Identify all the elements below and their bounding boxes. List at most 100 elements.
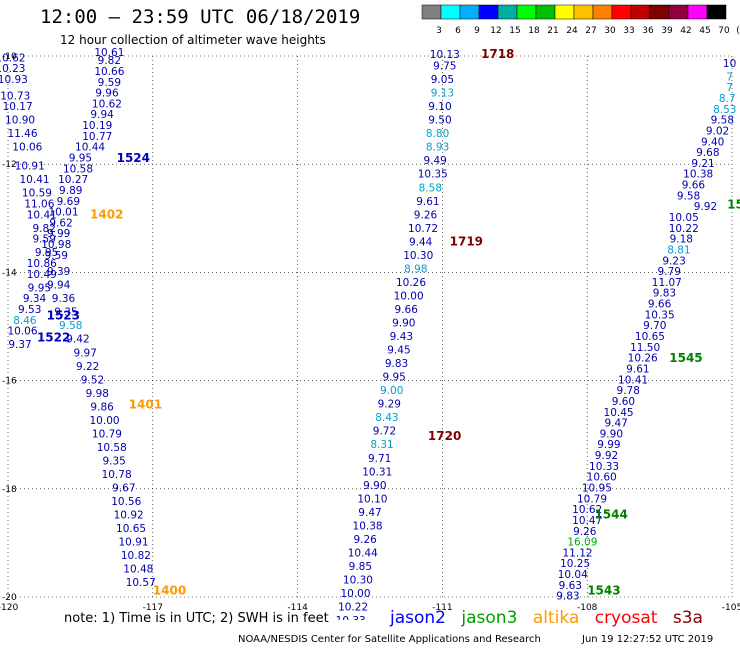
colorbar-label: 21 <box>547 26 558 36</box>
wave-height-value: 9.83 <box>653 288 676 300</box>
y-tick-label: -20 <box>2 593 17 603</box>
pass-time-label: 1544 <box>594 508 627 522</box>
wave-height-value: 10.78 <box>102 469 132 481</box>
wave-height-value: 10.72 <box>408 223 438 235</box>
wave-height-value: 9.23 <box>662 255 685 267</box>
colorbar-label: 3 <box>436 26 442 36</box>
wave-height-value: 9.43 <box>390 331 413 343</box>
x-tick-label: -108 <box>577 603 598 613</box>
pass-time-label: 1524 <box>117 151 150 165</box>
wave-height-value: 10.49 <box>27 269 57 281</box>
legend-jason2: jason2 <box>390 608 446 628</box>
wave-height-value: 10.25 <box>560 558 590 570</box>
wave-height-value: 10.98 <box>41 239 71 251</box>
colorbar-swatch <box>706 4 727 20</box>
wave-height-value: 9.44 <box>409 236 433 248</box>
y-tick-label: -18 <box>2 485 17 495</box>
wave-height-value: 9.94 <box>90 109 114 121</box>
wave-height-value: 9.95 <box>382 372 405 384</box>
page-subtitle: 12 hour collection of altimeter wave hei… <box>60 33 326 47</box>
x-tick-label: -111 <box>432 603 452 613</box>
wave-height-value: 10 <box>723 58 736 70</box>
wave-height-value: 10.58 <box>63 163 93 175</box>
wave-height-value: 10.19 <box>82 120 112 132</box>
wave-height-value: 16.09 <box>567 537 597 549</box>
wave-height-value: 9.70 <box>643 320 666 332</box>
wave-height-value: 9.90 <box>600 428 623 440</box>
wave-height-value: 9.50 <box>428 115 451 127</box>
wave-height-value: 9.18 <box>670 234 693 246</box>
wave-height-value: 10.56 <box>111 496 141 508</box>
pass-time-label: 15 <box>727 198 740 212</box>
wave-height-value: 10.90 <box>5 115 35 127</box>
wave-height-value: 10.23 <box>0 63 25 75</box>
colorbar-label: 39 <box>661 26 673 36</box>
wave-height-value: 10.01 <box>48 207 78 219</box>
wave-height-value: 10.41 <box>27 209 57 221</box>
x-tick-label: -105 <box>722 603 740 613</box>
units-note: note: 1) Time is in UTC; 2) SWH is in fe… <box>64 611 329 626</box>
wave-height-value: 9.72 <box>373 426 396 438</box>
wave-height-value: 9.60 <box>612 396 635 408</box>
wave-height-value: 8.43 <box>375 412 398 424</box>
wave-height-value: 9.22 <box>76 361 99 373</box>
wave-height-value: 10.33 <box>589 461 619 473</box>
legend-cryosat: cryosat <box>594 608 658 628</box>
wave-height-value: 7 <box>726 82 733 94</box>
wave-height-value: 10.45 <box>604 407 634 419</box>
wave-height-value: 9.58 <box>711 115 734 127</box>
wave-height-value: 10.47 <box>572 515 602 527</box>
wave-height-value: 10.30 <box>403 250 433 262</box>
wave-height-value: 9.37 <box>8 339 31 351</box>
wave-height-value: 9.69 <box>57 196 80 208</box>
pass-time-label: 1523 <box>47 308 80 322</box>
wave-height-value: 9.90 <box>392 318 415 330</box>
wave-height-value: 9.86 <box>90 401 114 413</box>
pass-time-label: 1719 <box>450 234 483 248</box>
wave-height-value: 9.47 <box>604 418 627 430</box>
wave-height-value: 10.38 <box>353 520 383 532</box>
wave-height-value: 9.05 <box>431 74 454 86</box>
wave-height-value: 9.40 <box>701 136 724 148</box>
wave-height-value: 9.49 <box>423 155 446 167</box>
wave-height-value: 10.31 <box>362 466 392 478</box>
wave-height-value: 9.59 <box>33 234 56 246</box>
wave-height-value: 10.41 <box>618 374 648 386</box>
wave-height-value: 9.83 <box>556 591 579 603</box>
wave-height-value: 10.35 <box>645 309 675 321</box>
wave-height-value: 10.00 <box>394 290 424 302</box>
wave-height-value: 9.45 <box>387 345 410 357</box>
colorbar-label: 30 <box>604 26 616 36</box>
page-title: 12:00 – 23:59 UTC 06/18/2019 <box>40 6 361 28</box>
wave-height-value: 9.68 <box>696 147 719 159</box>
wave-height-value: 10.33 <box>336 615 366 620</box>
wave-height-value: 9.58 <box>677 190 700 202</box>
wave-height-value: 10.77 <box>82 131 112 143</box>
y-tick-label: -16 <box>2 377 17 387</box>
wave-height-value: 9.90 <box>363 480 386 492</box>
wave-height-value: 10.26 <box>396 277 426 289</box>
wave-height-value: 8.80 <box>426 128 449 140</box>
pass-time-label: 1718 <box>481 47 514 61</box>
credit-line: NOAA/NESDIS Center for Satellite Applica… <box>238 634 541 645</box>
colorbar-label: 42 <box>680 26 691 36</box>
wave-height-value: 9.71 <box>368 453 391 465</box>
wave-height-value: 10.44 <box>348 547 378 559</box>
wave-height-value: 10.00 <box>340 588 370 600</box>
wave-height-value: 9.29 <box>378 399 401 411</box>
wave-height-value: 10.79 <box>577 493 607 505</box>
wave-height-value: 10.17 <box>3 101 33 113</box>
wave-height-value: 8.7 <box>719 93 736 105</box>
wave-height-value: 8.93 <box>426 142 449 154</box>
legend-s3a: s3a <box>672 608 703 628</box>
wave-height-value: 9.02 <box>706 125 729 137</box>
wave-height-value: 9.42 <box>66 334 89 346</box>
wave-height-value: 10.91 <box>15 161 45 173</box>
wave-height-value: 9.13 <box>431 88 454 100</box>
wave-height-value: 10.57 <box>126 577 156 589</box>
wave-height-value: 9.89 <box>59 185 82 197</box>
wave-height-value: 10.26 <box>628 353 658 365</box>
wave-height-value: 8.31 <box>370 439 393 451</box>
colorbar-label: 15 <box>509 26 520 36</box>
